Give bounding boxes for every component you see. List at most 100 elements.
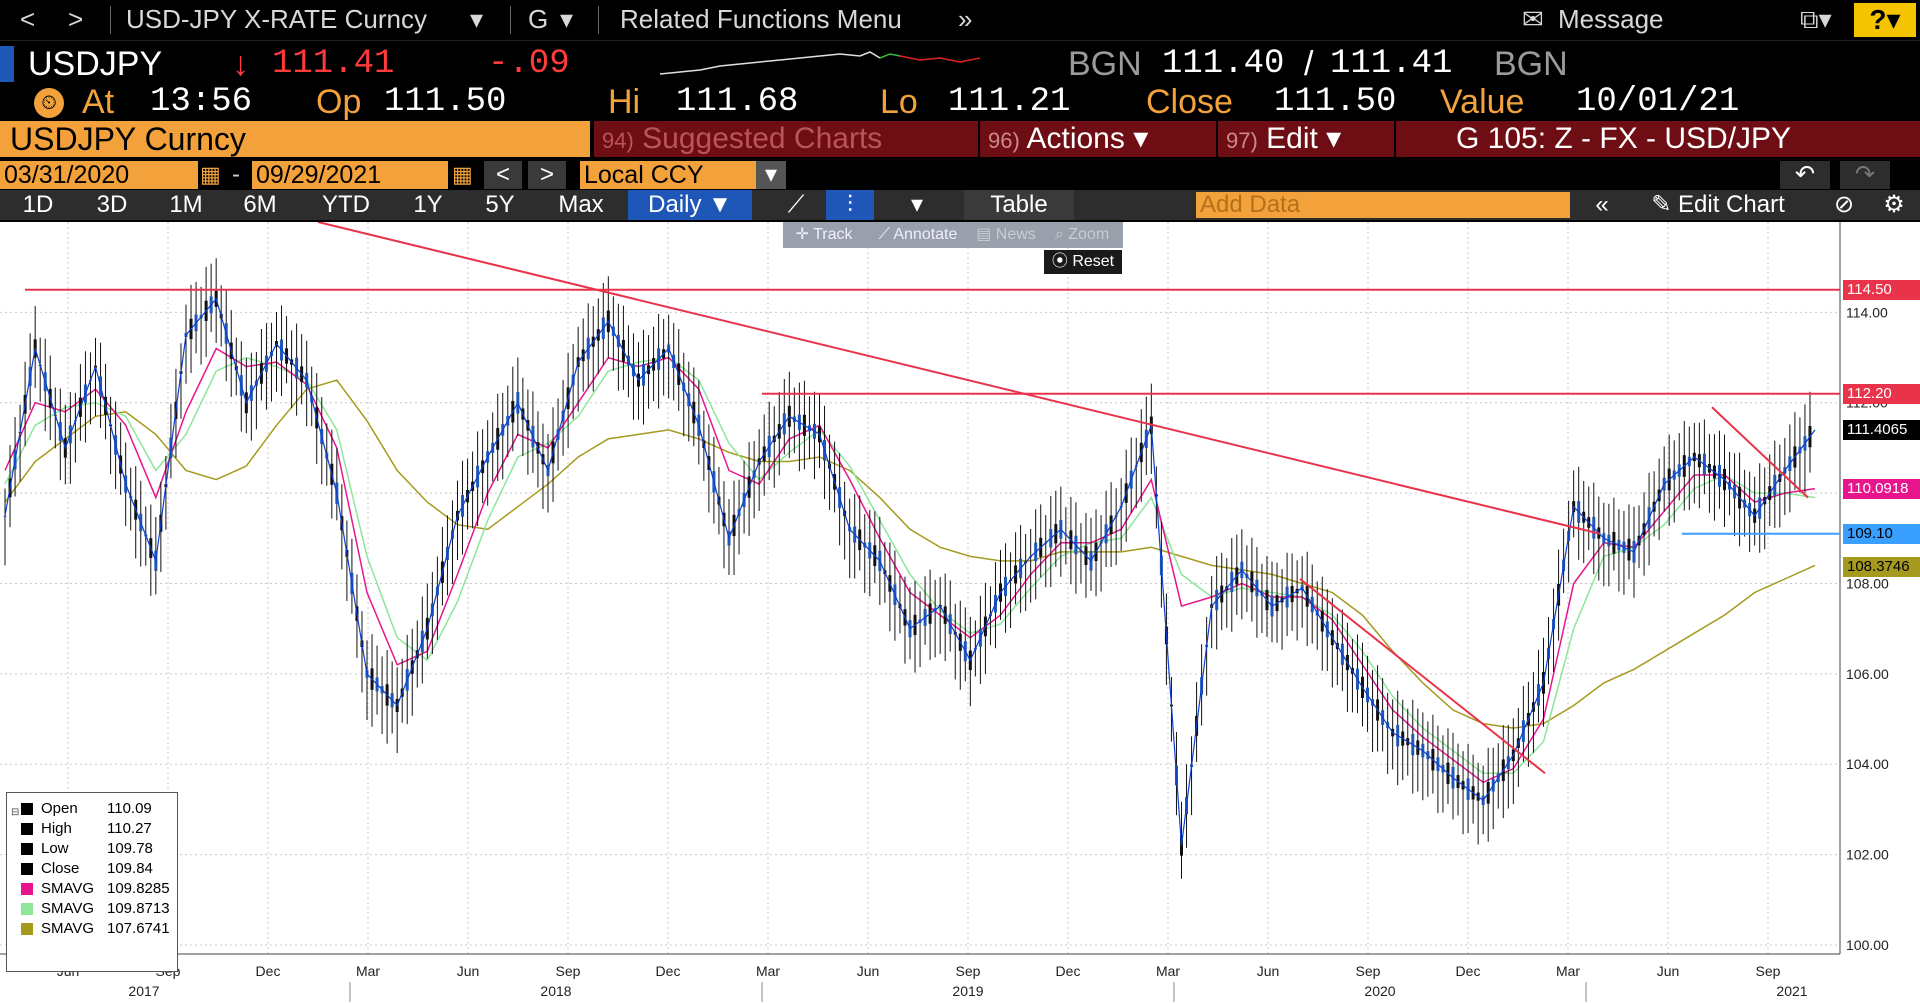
x-tick-label: Jun <box>1257 963 1280 979</box>
annotate-tool[interactable]: ⟋ Annotate <box>878 226 958 243</box>
collapse-icon[interactable]: « <box>1595 191 1609 218</box>
period-max[interactable]: Max <box>558 191 604 218</box>
help-button[interactable]: ?▾ <box>1854 3 1916 37</box>
news-tool[interactable]: ▤ News <box>976 226 1036 243</box>
period-1d[interactable]: 1D <box>22 191 54 218</box>
redo-icon[interactable]: ↷ <box>1840 161 1890 189</box>
intraday-sparkline <box>660 51 980 75</box>
x-tick-label: Dec <box>656 963 681 979</box>
suggested-charts-button[interactable]: 94) Suggested Charts <box>594 121 978 157</box>
double-chevron-down-icon[interactable]: » <box>958 4 973 34</box>
price-tag: 114.50 <box>1843 279 1920 300</box>
x-tick-label: Mar <box>756 963 780 979</box>
downtrend-line <box>317 222 1601 535</box>
reset-button[interactable]: ⦿ Reset <box>1044 250 1122 274</box>
undo-icon[interactable]: ↶ <box>1780 161 1830 189</box>
x-tick-label: Mar <box>1156 963 1180 979</box>
security-dropdown-icon[interactable]: ▾ <box>470 4 484 34</box>
edit-grid-icon[interactable]: ⊘ <box>1833 191 1855 218</box>
top-nav-bar: < > USD-JPY X-RATE Curncy ▾ G ▾ Related … <box>0 0 1920 41</box>
chart-id: G 105: Z - FX - USD/JPY <box>1396 121 1920 157</box>
downtrend-line <box>1711 406 1809 499</box>
period-ytd[interactable]: YTD <box>322 191 370 218</box>
x-tick-label: Jun <box>457 963 480 979</box>
currency-select[interactable]: Local CCY <box>580 161 756 189</box>
legend-label: High <box>41 820 72 837</box>
x-tick-label: Mar <box>1556 963 1580 979</box>
zoom-tool[interactable]: ⌕ Zoom <box>1054 226 1110 243</box>
period-5y[interactable]: 5Y <box>485 191 515 218</box>
price-chart[interactable]: Jun Sep Dec Mar Jun Sep Dec Mar Jun Sep Dec Mar Jun S… <box>0 222 1920 1003</box>
back-button[interactable]: < <box>20 4 36 34</box>
quote-time: 13:56 <box>150 83 253 121</box>
collapse-legend-icon[interactable]: ⊟ <box>11 807 20 818</box>
track-tool[interactable]: ✛ Track <box>795 226 853 243</box>
edit-button[interactable]: 97) Edit ▾ <box>1218 121 1394 157</box>
bid-price: 111.40 <box>1162 45 1285 83</box>
legend-value: 110.27 <box>107 820 152 837</box>
x-tick-label: Sep <box>1756 963 1781 979</box>
x-tick-label: Dec <box>256 963 281 979</box>
edit-chart-button[interactable]: ✎ Edit Chart <box>1651 191 1785 218</box>
frequency-select[interactable]: Daily ▼ <box>628 190 752 220</box>
year-label: 2021 <box>1776 983 1807 999</box>
end-date-input[interactable]: 09/29/2021 <box>252 161 448 189</box>
related-functions-menu[interactable]: Related Functions Menu <box>620 4 902 34</box>
chevron-down-icon[interactable]: ▾ <box>756 161 786 189</box>
y-tick-label: 108.00 <box>1846 575 1889 591</box>
calendar-icon[interactable]: ▦ <box>200 162 221 187</box>
low-value: 111.21 <box>948 83 1071 121</box>
start-date-input[interactable]: 03/31/2020 <box>0 161 198 189</box>
value-label: Value <box>1440 83 1525 121</box>
y-tick-label: 100.00 <box>1846 937 1889 953</box>
next-range-button[interactable]: > <box>528 161 566 189</box>
period-toolbar: 1D 3D 1M 6M YTD 1Y 5Y Max Daily ▼ ⟋ ⫶ ▾ … <box>0 190 1920 220</box>
message-button[interactable]: Message <box>1558 4 1664 34</box>
window-menu-icon[interactable]: ⧉▾ <box>1800 4 1832 34</box>
open-value: 111.50 <box>384 83 507 121</box>
legend-swatch <box>21 863 33 875</box>
gear-icon[interactable]: ⚙ <box>1883 191 1905 218</box>
envelope-icon[interactable]: ✉ <box>1522 4 1544 34</box>
ticker-symbol: USDJPY <box>28 45 163 83</box>
security-title[interactable]: USD-JPY X-RATE Curncy <box>126 4 427 34</box>
period-1y[interactable]: 1Y <box>413 191 443 218</box>
x-tick-label: Mar <box>356 963 380 979</box>
at-label: At <box>82 83 115 121</box>
line-chart-icon[interactable]: ⟋ <box>787 191 805 218</box>
gauge-icon[interactable]: ⏲ <box>34 88 64 118</box>
ticker-box[interactable]: USDJPY Curncy <box>0 121 590 157</box>
x-tick-label: Sep <box>1356 963 1381 979</box>
y-tick-label: 106.00 <box>1846 666 1889 682</box>
year-label: 2019 <box>952 983 983 999</box>
chart-type-dropdown-icon[interactable]: ▾ <box>910 191 924 218</box>
period-6m[interactable]: 6M <box>243 191 277 218</box>
x-tick-label: Sep <box>556 963 581 979</box>
candlestick-icon[interactable]: ⫶ <box>826 190 874 220</box>
downtrend-line <box>1299 578 1546 775</box>
add-data-input[interactable]: Add Data <box>1196 192 1570 218</box>
function-dropdown-icon[interactable]: ▾ <box>560 4 574 34</box>
table-button[interactable]: Table <box>964 190 1074 220</box>
x-tick-label: Dec <box>1056 963 1081 979</box>
price-tag: 108.3746 <box>1843 556 1920 577</box>
forward-button[interactable]: > <box>68 4 84 34</box>
legend-value: 107.6741 <box>107 920 170 937</box>
calendar-icon[interactable]: ▦ <box>452 162 473 187</box>
legend-value: 110.09 <box>107 800 152 817</box>
open-label: Op <box>316 83 362 121</box>
last-price: 111.41 <box>272 45 395 83</box>
legend-swatch <box>21 823 33 835</box>
legend-value: 109.84 <box>107 860 153 877</box>
function-code[interactable]: G <box>528 4 549 34</box>
legend-label: SMAVG <box>41 900 95 917</box>
legend-value: 109.78 <box>107 840 153 857</box>
bid-source: BGN <box>1068 45 1142 83</box>
period-3d[interactable]: 3D <box>96 191 128 218</box>
prev-range-button[interactable]: < <box>484 161 522 189</box>
legend-swatch <box>21 843 33 855</box>
actions-button[interactable]: 96) Actions ▾ <box>980 121 1216 157</box>
period-1m[interactable]: 1M <box>169 191 203 218</box>
legend-swatch <box>21 903 33 915</box>
y-tick-label: 104.00 <box>1846 756 1889 772</box>
